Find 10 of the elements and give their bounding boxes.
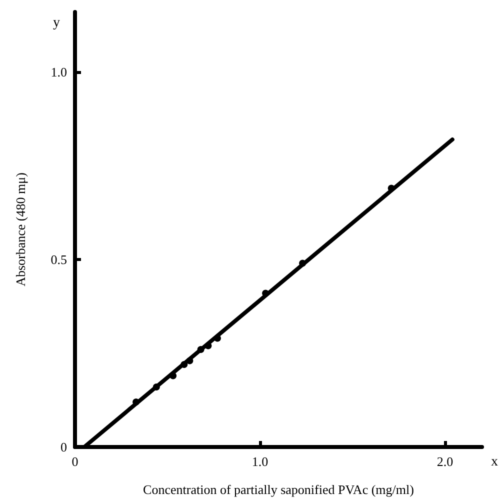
y-axis-title: Absorbance (480 mμ): [13, 172, 28, 286]
x-tick-label: 0: [72, 454, 78, 469]
y-tick-label: 0.5: [50, 252, 67, 267]
y-tick-label: 1.0: [50, 64, 67, 80]
x-tick-label: 1.0: [252, 454, 268, 469]
text: x: [491, 454, 498, 470]
text: y: [53, 16, 60, 30]
x-axis-title: Concentration of partially saponified PVAc (mg/ml): [143, 482, 414, 497]
x-tick-label: 2.0: [436, 454, 454, 469]
y-tick-label: 0: [60, 440, 67, 454]
